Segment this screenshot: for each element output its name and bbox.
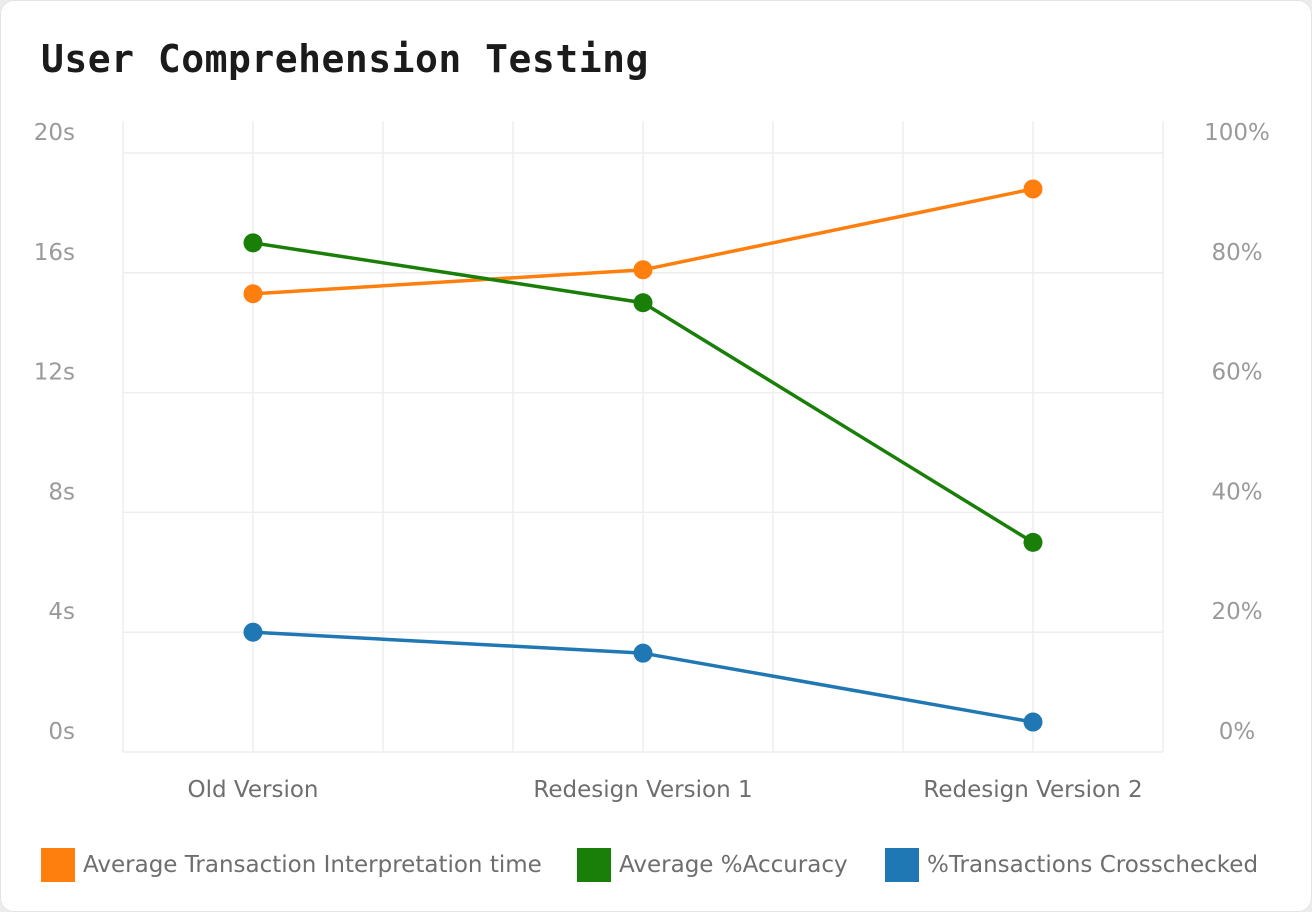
y-right-tick-label: 40% [1211,479,1262,505]
x-tick-label: Redesign Version 2 [923,777,1142,803]
data-point[interactable] [1023,712,1043,732]
y-right-tick-label: 60% [1211,360,1262,386]
legend-label: Average Transaction Interpretation time [83,852,542,878]
legend-label: %Transactions Crosschecked [927,852,1259,878]
y-right-tick-label: 0% [1219,719,1256,745]
legend-item-accuracy[interactable]: Average %Accuracy [577,847,848,883]
y-left-tick-label: 8s [48,479,75,505]
data-point[interactable] [1023,532,1043,552]
legend-label: Average %Accuracy [619,852,848,878]
x-tick-label: Old Version [188,777,319,803]
y-left-tick-label: 12s [34,360,75,386]
data-point[interactable] [633,643,653,663]
data-point[interactable] [633,293,653,313]
legend-swatch [41,848,75,882]
data-point[interactable] [633,260,653,280]
y-axis-left: 0s 4s 8s 12s 16s 20s [34,120,75,745]
data-point[interactable] [1023,179,1043,199]
y-axis-right: 0% 20% 40% 60% 80% 100% [1204,120,1270,745]
y-left-tick-label: 16s [34,240,75,266]
data-point[interactable] [243,622,263,642]
legend-swatch [577,848,611,882]
legend-swatch [885,848,919,882]
y-right-tick-label: 100% [1204,120,1270,146]
legend: Average Transaction Interpretation time … [41,847,1281,883]
data-point[interactable] [243,233,263,253]
y-right-tick-label: 20% [1211,599,1262,625]
line-chart: 0s 4s 8s 12s 16s 20s 0% 20% 40% 60% 80% 100% Old V… [34,120,1270,803]
x-axis: Old Version Redesign Version 1 Redesign Ve… [188,777,1143,803]
legend-item-crosschecked[interactable]: %Transactions Crosschecked [885,847,1258,883]
y-left-tick-label: 0s [48,719,75,745]
x-tick-label: Redesign Version 1 [533,777,752,803]
y-left-tick-label: 20s [34,120,75,146]
series [243,179,1043,732]
chart-title: User Comprehension Testing [41,37,649,81]
y-left-tick-label: 4s [48,599,75,625]
y-right-tick-label: 80% [1211,240,1262,266]
data-point[interactable] [243,284,263,304]
legend-item-interpretation-time[interactable]: Average Transaction Interpretation time [41,847,542,883]
